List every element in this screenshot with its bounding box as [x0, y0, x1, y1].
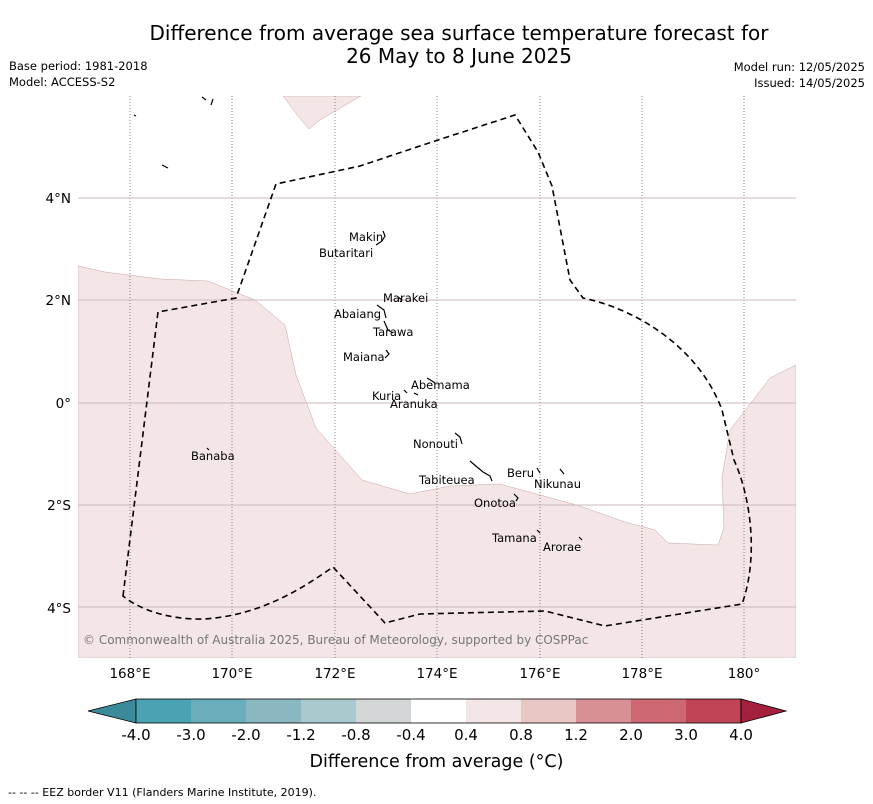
colorbar-segment: [191, 699, 246, 723]
colorbar-segment: [631, 699, 686, 723]
lon-tick-178e: 178°E: [621, 666, 662, 682]
colorbar-tick-label: -2.0: [231, 726, 260, 744]
coast-makin: [375, 230, 386, 246]
colorbar-tick-label: -3.0: [176, 726, 205, 744]
coast-nonouti: [454, 432, 463, 445]
coast-beru: [536, 467, 541, 474]
map-title: Difference from average sea surface temp…: [0, 22, 873, 68]
label-tarawa: Tarawa: [372, 325, 413, 339]
label-marakei: Marakei: [383, 291, 428, 305]
eez-legend-footer: -- -- -- EEZ border V11 (Flanders Marine…: [8, 786, 317, 799]
model-name: Model: ACCESS-S2: [9, 75, 116, 89]
colorbar-tick-label: 0.4: [454, 726, 478, 744]
label-kuria: Kuria: [372, 389, 401, 403]
title-line-2: 26 May to 8 June 2025: [346, 44, 572, 68]
colorbar-tick-label: -4.0: [121, 726, 150, 744]
coast-banaba: [206, 447, 210, 451]
colorbar-segment: [686, 699, 741, 723]
label-tamana: Tamana: [491, 531, 537, 545]
label-abaiang: Abaiang: [334, 307, 381, 321]
colorbar-tick-label: 2.0: [619, 726, 643, 744]
meta-right: Model run: 12/05/2025 Issued: 14/05/2025: [734, 59, 865, 91]
colorbar-tick-label: -1.2: [286, 726, 315, 744]
colorbar-tick-label: 3.0: [674, 726, 698, 744]
copyright-notice: © Commonwealth of Australia 2025, Bureau…: [83, 633, 588, 647]
lon-tick-180: 180°: [728, 666, 761, 682]
label-butaritari: Butaritari: [319, 246, 373, 260]
coast-marakei: [397, 296, 403, 303]
label-nonouti: Nonouti: [413, 437, 458, 451]
latitude-labels: 4°N 2°N 0° 2°S 4°S: [46, 191, 71, 617]
colorbar: -4.0 -3.0 -2.0 -1.2 -0.8 -0.4 0.4 0.8 1.2 2.0 3.0 4…: [87, 698, 788, 744]
colorbar-segment: [466, 699, 521, 723]
colorbar-segment: [356, 699, 411, 723]
coast-abaiang: [376, 304, 387, 319]
title-line-1: Difference from average sea surface temp…: [149, 21, 769, 45]
coast-nikunau: [559, 468, 565, 475]
colorbar-tick-label: -0.8: [341, 726, 370, 744]
meta-left: Base period: 1981-2018 Model: ACCESS-S2: [9, 58, 148, 90]
coast-tarawa: [383, 320, 394, 334]
lon-tick-172e: 172°E: [314, 666, 355, 682]
label-onotoa: Onotoa: [474, 496, 516, 510]
lon-tick-176e: 176°E: [519, 666, 560, 682]
colorbar-segment: [246, 699, 301, 723]
coastlines: [133, 96, 583, 541]
coast-onotoa: [513, 493, 519, 502]
lat-tick-0: 0°: [56, 396, 71, 412]
model-run: Model run: 12/05/2025: [733, 60, 865, 74]
anomaly-region-north: [282, 96, 362, 130]
colorbar-extend-high: [740, 698, 788, 724]
coast-islet-a: [133, 114, 137, 117]
map-area: Makin Butaritari Marakei Abaiang Tarawa …: [78, 96, 796, 658]
colorbar-segment: [136, 699, 191, 723]
label-arorae: Arorae: [543, 540, 581, 554]
coast-maiana: [384, 349, 390, 359]
label-nikunau: Nikunau: [534, 477, 581, 491]
coast-islet-b: [161, 164, 169, 169]
lat-tick-2n: 2°N: [46, 293, 71, 309]
coast-tamana: [536, 529, 541, 534]
coast-islet-c: [201, 96, 214, 106]
colorbar-tick-label: 4.0: [729, 726, 753, 744]
colorbar-segment: [301, 699, 356, 723]
lat-tick-4s: 4°S: [47, 601, 71, 617]
colorbar-segment: [576, 699, 631, 723]
colorbar-title: Difference from average (°C): [309, 752, 564, 772]
colorbar-segment: [411, 699, 466, 723]
label-aranuka: Aranuka: [390, 397, 438, 411]
coast-arorae: [578, 536, 583, 541]
colorbar-tick-label: 1.2: [564, 726, 588, 744]
issued-date: Issued: 14/05/2025: [754, 76, 865, 90]
label-maiana: Maiana: [343, 350, 385, 364]
place-labels: Makin Butaritari Marakei Abaiang Tarawa …: [191, 230, 581, 554]
coast-tabiteuea: [469, 460, 493, 482]
longitude-labels: 168°E 170°E 172°E 174°E 176°E 178°E 180°: [109, 666, 760, 682]
label-beru: Beru: [507, 466, 534, 480]
coast-abemama: [426, 377, 436, 384]
lon-tick-174e: 174°E: [416, 666, 457, 682]
gridlines: [78, 96, 796, 658]
colorbar-extend-low: [87, 698, 137, 724]
colorbar-tick-label: 0.8: [509, 726, 533, 744]
colorbar-tick-label: -0.4: [396, 726, 425, 744]
lon-tick-168e: 168°E: [109, 666, 150, 682]
label-abemama: Abemama: [411, 378, 470, 392]
colorbar-outline: [135, 698, 742, 724]
label-makin: Makin: [349, 230, 383, 244]
label-tabiteuea: Tabiteuea: [418, 473, 475, 487]
lon-tick-170e: 170°E: [211, 666, 252, 682]
base-period: Base period: 1981-2018: [9, 59, 148, 73]
colorbar-segment: [521, 699, 576, 723]
coast-aranuka: [413, 392, 419, 396]
label-banaba: Banaba: [191, 449, 235, 463]
lat-tick-2s: 2°S: [47, 498, 71, 514]
lat-tick-4n: 4°N: [46, 191, 71, 207]
coast-kuria: [403, 389, 408, 394]
